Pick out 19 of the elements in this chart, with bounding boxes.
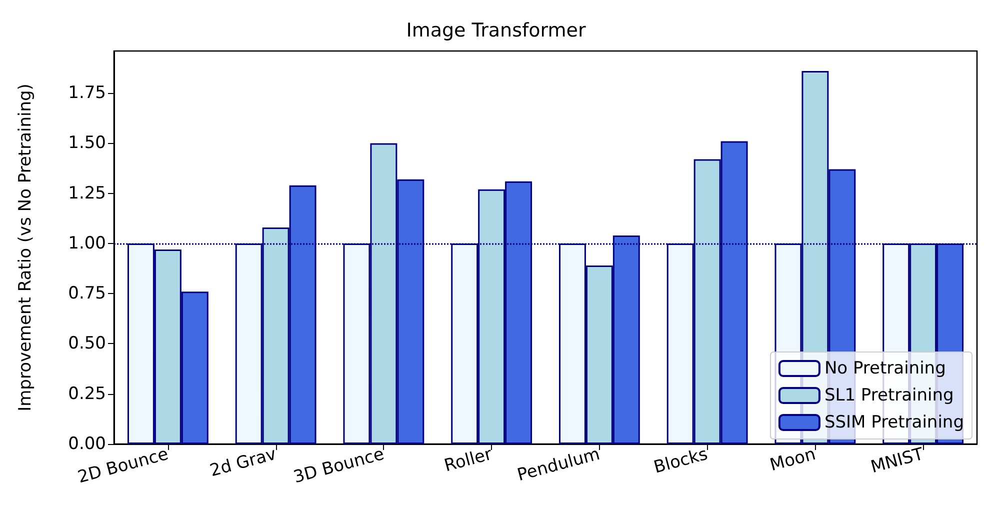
legend-label: SSIM Pretraining <box>824 412 964 432</box>
y-tick-label: 1.00 <box>68 233 106 254</box>
y-tick-label: 0.50 <box>68 334 106 354</box>
y-tick-label: 0.25 <box>68 384 106 404</box>
y-tick-label: 1.50 <box>68 133 106 154</box>
legend-label: SL1 Pretraining <box>824 386 954 406</box>
x-tick-label: Blocks <box>652 444 710 478</box>
x-tick-label: 2d Grav <box>208 444 278 482</box>
x-tick-label: Roller <box>442 444 494 476</box>
y-tick-label: 1.25 <box>68 183 106 204</box>
y-tick-label: 0.00 <box>68 434 106 454</box>
chart-title: Image Transformer <box>406 20 586 42</box>
y-axis-title: Improvement Ratio (vs No Pretraining) <box>16 84 36 412</box>
y-tick-label: 0.75 <box>68 284 106 304</box>
y-tick-label: 1.75 <box>68 83 106 104</box>
x-tick-label: MNIST <box>868 444 926 478</box>
legend-label: No Pretraining <box>824 358 946 378</box>
x-tick-label: 3D Bounce <box>292 444 386 488</box>
x-tick-label: Moon <box>768 444 818 476</box>
